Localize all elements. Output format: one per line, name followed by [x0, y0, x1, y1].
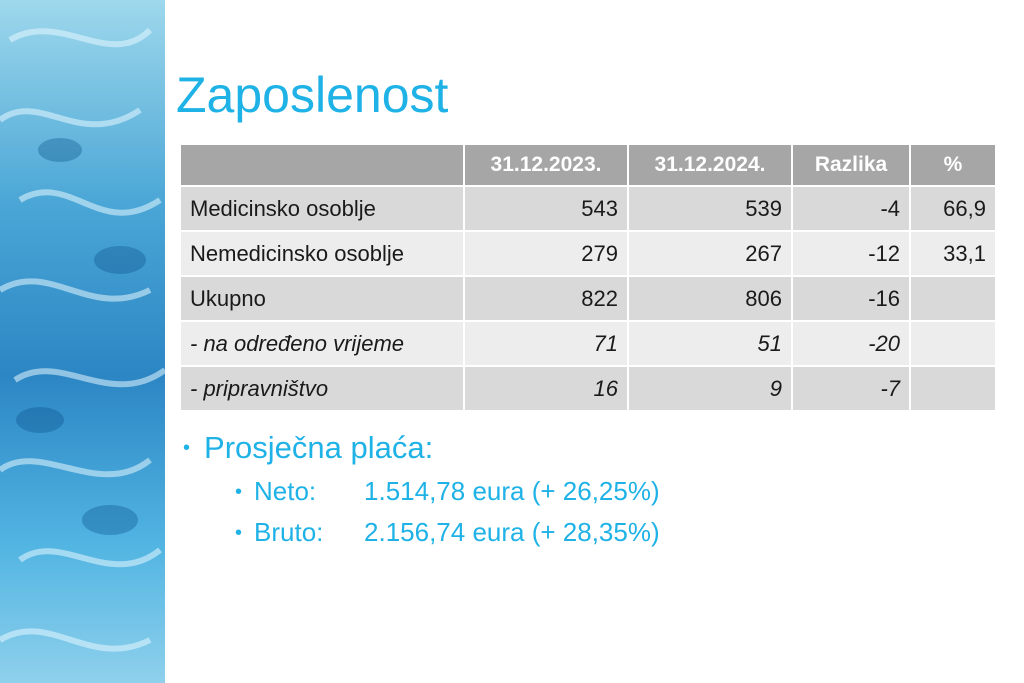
table-row: Medicinsko osoblje 543 539 -4 66,9 — [181, 187, 995, 230]
header-difference: Razlika — [793, 145, 909, 185]
table-row: - pripravništvo 16 9 -7 — [181, 367, 995, 410]
header-2024: 31.12.2024. — [629, 145, 791, 185]
table-row: - na određeno vrijeme 71 51 -20 — [181, 322, 995, 365]
table-header-row: 31.12.2023. 31.12.2024. Razlika % — [181, 145, 995, 185]
cell-2023: 16 — [465, 367, 627, 410]
cell-percent — [911, 322, 995, 365]
bullet-item-net: • Neto: 1.514,78 eura (+ 26,25%) — [235, 476, 660, 507]
cell-difference: -20 — [793, 322, 909, 365]
table-row: Ukupno 822 806 -16 — [181, 277, 995, 320]
cell-2024: 806 — [629, 277, 791, 320]
table-row: Nemedicinsko osoblje 279 267 -12 33,1 — [181, 232, 995, 275]
bullet-value: 1.514,78 eura (+ 26,25%) — [364, 476, 660, 506]
bullet-heading-text: Prosječna plaća: — [204, 430, 434, 465]
row-label: Ukupno — [181, 277, 463, 320]
header-2023: 31.12.2023. — [465, 145, 627, 185]
cell-2024: 51 — [629, 322, 791, 365]
cell-difference: -12 — [793, 232, 909, 275]
row-label: Medicinsko osoblje — [181, 187, 463, 230]
bullet-dot-icon: • — [235, 480, 243, 503]
bullet-dot-icon: • — [183, 437, 191, 459]
cell-difference: -16 — [793, 277, 909, 320]
cell-2024: 539 — [629, 187, 791, 230]
salary-bullets: • Prosječna plaća: • Neto: 1.514,78 eura… — [183, 430, 660, 548]
cell-2024: 9 — [629, 367, 791, 410]
cell-percent: 66,9 — [911, 187, 995, 230]
cell-2023: 543 — [465, 187, 627, 230]
cell-2024: 267 — [629, 232, 791, 275]
cell-percent — [911, 367, 995, 410]
header-blank — [181, 145, 463, 185]
row-label: - pripravništvo — [181, 367, 463, 410]
cell-2023: 71 — [465, 322, 627, 365]
cell-percent: 33,1 — [911, 232, 995, 275]
decorative-water-image — [0, 0, 165, 683]
row-label: Nemedicinsko osoblje — [181, 232, 463, 275]
bullet-item-gross: • Bruto: 2.156,74 eura (+ 28,35%) — [235, 517, 660, 548]
bullet-label: Neto: — [254, 476, 317, 506]
bullet-heading: • Prosječna plaća: — [183, 430, 660, 466]
slide-title: Zaposlenost — [176, 67, 449, 123]
cell-difference: -7 — [793, 367, 909, 410]
header-percent: % — [911, 145, 995, 185]
bullet-value: 2.156,74 eura (+ 28,35%) — [364, 517, 660, 547]
row-label: - na određeno vrijeme — [181, 322, 463, 365]
cell-2023: 822 — [465, 277, 627, 320]
cell-percent — [911, 277, 995, 320]
cell-difference: -4 — [793, 187, 909, 230]
cell-2023: 279 — [465, 232, 627, 275]
bullet-dot-icon: • — [235, 521, 243, 544]
bullet-label: Bruto: — [254, 517, 324, 547]
employment-table: 31.12.2023. 31.12.2024. Razlika % Medici… — [179, 143, 997, 412]
